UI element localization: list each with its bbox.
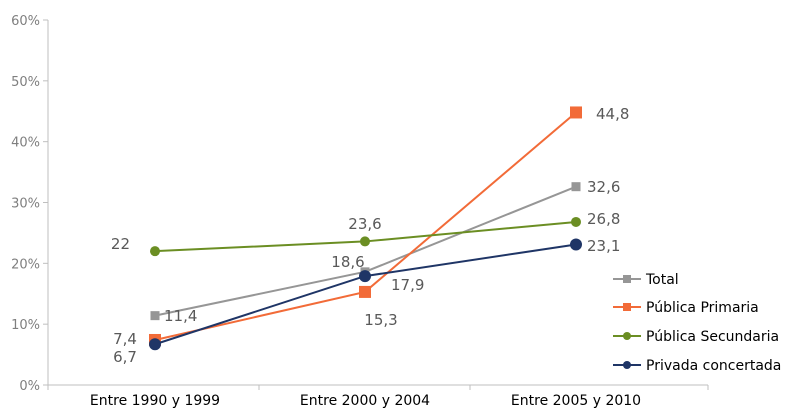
legend-label: Total (645, 272, 679, 288)
data-point (150, 311, 160, 321)
data-label: 7,4 (113, 330, 137, 348)
y-tick-label: 20% (11, 257, 40, 272)
legend-item-2: Pública Secundaria (613, 329, 779, 345)
data-point (571, 182, 581, 192)
y-tick-label: 40% (11, 136, 40, 151)
data-point (570, 238, 582, 251)
data-point (359, 270, 371, 283)
legend-marker (623, 275, 631, 283)
data-label: 11,4 (164, 307, 197, 325)
data-point (571, 216, 581, 227)
data-label: 23,1 (587, 237, 620, 255)
legend-marker (623, 332, 631, 340)
data-label: 17,9 (391, 276, 424, 294)
legend-label: Privada concertada (646, 358, 781, 374)
series-group (149, 106, 582, 351)
legend-label: Pública Primaria (646, 300, 759, 316)
data-label: 6,7 (113, 348, 137, 366)
data-label: 18,6 (331, 253, 364, 271)
data-label: 44,8 (596, 105, 629, 123)
legend-item-0: Total (613, 272, 679, 288)
legend-label: Pública Secundaria (646, 329, 779, 345)
data-label: 26,8 (587, 210, 620, 228)
legend-marker (623, 303, 631, 311)
x-tick-label: Entre 1990 y 1999 (90, 393, 220, 409)
data-label: 22 (111, 235, 130, 253)
data-labels: 11,4 18,6 32,6 7,4 15,3 44,8 22 23,6 26,8 6,7 17,9… (111, 105, 630, 366)
data-point (359, 285, 371, 298)
legend-marker (623, 361, 631, 369)
axes: 0% 10% 20% 30% 40% 50% 60% Entre 1990 y 1999 Ent… (11, 14, 709, 409)
y-tick-label: 0% (19, 379, 40, 394)
data-label: 15,3 (364, 311, 397, 329)
legend-item-3: Privada concertada (613, 358, 781, 374)
y-tick-label: 60% (11, 14, 40, 29)
x-tick-label: Entre 2005 y 2010 (511, 393, 641, 409)
y-tick-label: 50% (11, 75, 40, 90)
data-point (360, 236, 370, 247)
legend: Total Pública Primaria Pública Secundaria P… (613, 272, 781, 374)
data-label: 23,6 (348, 215, 381, 233)
data-label: 32,6 (587, 178, 620, 196)
y-tick-label: 10% (11, 318, 40, 333)
y-tick-label: 30% (11, 197, 40, 212)
data-point (150, 246, 160, 257)
data-point (570, 106, 582, 119)
legend-item-1: Pública Primaria (613, 300, 759, 316)
data-point (149, 338, 161, 351)
x-tick-label: Entre 2000 y 2004 (300, 393, 430, 409)
